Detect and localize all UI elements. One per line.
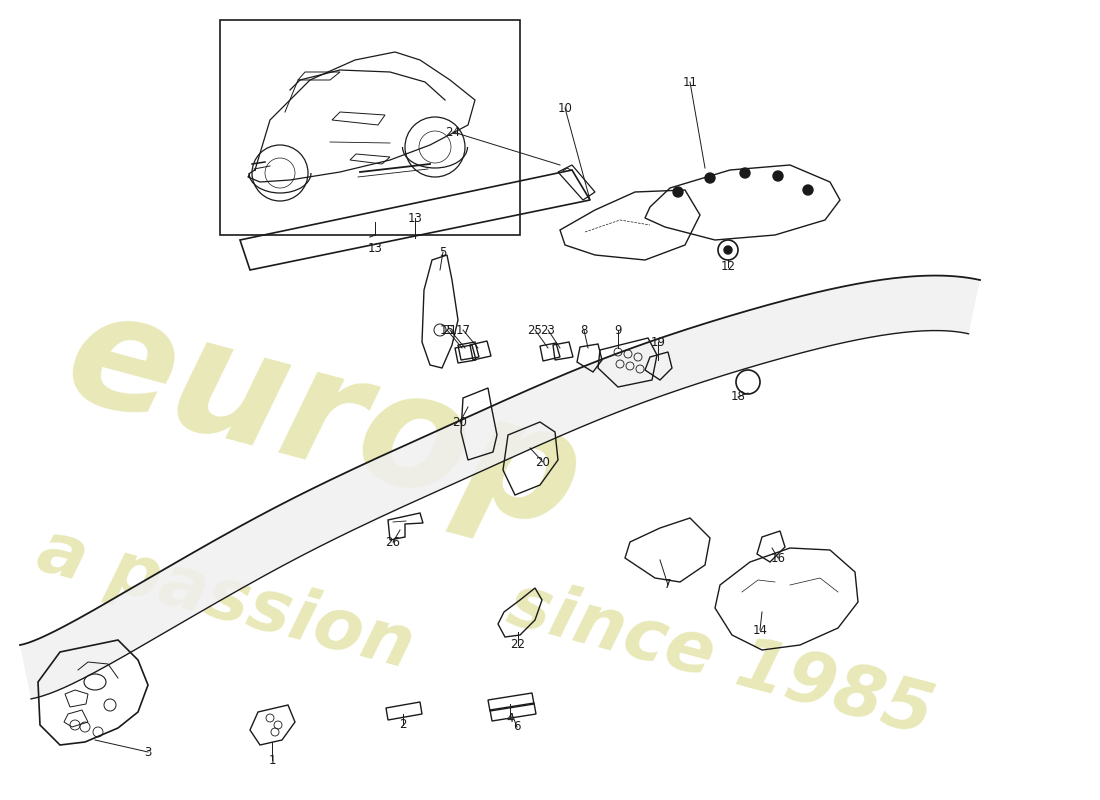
Text: 2: 2 — [399, 718, 407, 731]
Text: 14: 14 — [752, 623, 768, 637]
Text: 4: 4 — [506, 711, 514, 725]
Text: since 1985: since 1985 — [500, 570, 940, 750]
Text: 13: 13 — [408, 211, 422, 225]
Text: 6: 6 — [514, 721, 520, 734]
Text: 18: 18 — [730, 390, 746, 403]
Text: 23: 23 — [540, 323, 556, 337]
Text: 7: 7 — [664, 578, 672, 591]
Circle shape — [740, 168, 750, 178]
Circle shape — [773, 171, 783, 181]
Text: a passion: a passion — [30, 517, 421, 683]
Text: 20: 20 — [452, 415, 468, 429]
Text: 1: 1 — [268, 754, 276, 766]
Circle shape — [724, 246, 732, 254]
Text: 26: 26 — [385, 535, 400, 549]
Text: 9: 9 — [614, 323, 622, 337]
Text: 3: 3 — [144, 746, 152, 758]
Text: 13: 13 — [367, 242, 383, 255]
Text: 19: 19 — [650, 335, 666, 349]
Text: 15: 15 — [440, 323, 454, 337]
Text: 25: 25 — [528, 323, 542, 337]
Text: 24: 24 — [446, 126, 461, 138]
Text: 21: 21 — [442, 323, 458, 337]
Text: 20: 20 — [536, 455, 550, 469]
Circle shape — [705, 173, 715, 183]
Text: 11: 11 — [682, 75, 697, 89]
Text: 5: 5 — [439, 246, 447, 258]
Circle shape — [803, 185, 813, 195]
Text: 17: 17 — [455, 323, 471, 337]
Circle shape — [673, 187, 683, 197]
Text: 12: 12 — [720, 261, 736, 274]
Text: europ: europ — [50, 278, 597, 562]
Text: 10: 10 — [558, 102, 572, 114]
Bar — [220, 20, 520, 235]
Text: 16: 16 — [770, 551, 785, 565]
Polygon shape — [20, 275, 980, 699]
Text: 22: 22 — [510, 638, 526, 651]
Text: 8: 8 — [581, 323, 587, 337]
